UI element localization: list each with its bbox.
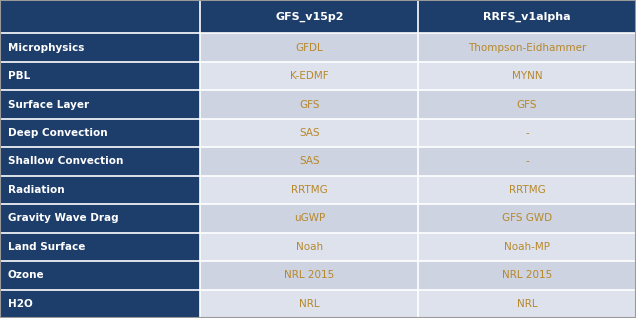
- Bar: [200, 204, 418, 232]
- Text: Radiation: Radiation: [8, 185, 64, 195]
- Bar: [0, 176, 200, 204]
- Bar: [200, 33, 418, 62]
- Text: Surface Layer: Surface Layer: [8, 100, 89, 109]
- Bar: [0, 119, 200, 147]
- Text: Microphysics: Microphysics: [8, 43, 84, 52]
- Text: Ozone: Ozone: [8, 270, 45, 280]
- Bar: [418, 119, 636, 147]
- Bar: [200, 62, 418, 90]
- Bar: [0, 232, 200, 261]
- Text: Noah: Noah: [296, 242, 323, 252]
- Text: PBL: PBL: [8, 71, 30, 81]
- Text: RRTMG: RRTMG: [509, 185, 546, 195]
- Bar: [418, 33, 636, 62]
- Bar: [200, 176, 418, 204]
- Bar: [0, 147, 200, 176]
- Bar: [418, 90, 636, 119]
- Text: NRL: NRL: [517, 299, 537, 309]
- Bar: [200, 147, 418, 176]
- Bar: [0, 33, 200, 62]
- Bar: [0, 62, 200, 90]
- Text: Noah-MP: Noah-MP: [504, 242, 550, 252]
- Text: -: -: [525, 156, 529, 166]
- Text: Deep Convection: Deep Convection: [8, 128, 107, 138]
- Bar: [418, 289, 636, 318]
- Bar: [0, 289, 200, 318]
- Text: RRTMG: RRTMG: [291, 185, 328, 195]
- Bar: [418, 261, 636, 289]
- Text: GFS: GFS: [517, 100, 537, 109]
- Bar: [418, 0, 636, 33]
- Text: Land Surface: Land Surface: [8, 242, 85, 252]
- Text: NRL 2015: NRL 2015: [284, 270, 335, 280]
- Text: NRL 2015: NRL 2015: [502, 270, 552, 280]
- Bar: [0, 0, 200, 33]
- Bar: [200, 261, 418, 289]
- Text: H2O: H2O: [8, 299, 32, 309]
- Bar: [0, 261, 200, 289]
- Text: SAS: SAS: [299, 128, 319, 138]
- Text: Thompson-Eidhammer: Thompson-Eidhammer: [468, 43, 586, 52]
- Bar: [418, 62, 636, 90]
- Text: SAS: SAS: [299, 156, 319, 166]
- Bar: [200, 119, 418, 147]
- Text: GFS_v15p2: GFS_v15p2: [275, 11, 343, 22]
- Text: GFS GWD: GFS GWD: [502, 213, 552, 223]
- Bar: [200, 0, 418, 33]
- Bar: [0, 204, 200, 232]
- Bar: [418, 147, 636, 176]
- Text: RRFS_v1alpha: RRFS_v1alpha: [483, 11, 571, 22]
- Bar: [200, 289, 418, 318]
- Bar: [0, 90, 200, 119]
- Text: -: -: [525, 128, 529, 138]
- Bar: [200, 90, 418, 119]
- Text: MYNN: MYNN: [512, 71, 543, 81]
- Text: GFS: GFS: [299, 100, 319, 109]
- Bar: [200, 232, 418, 261]
- Text: Gravity Wave Drag: Gravity Wave Drag: [8, 213, 118, 223]
- Text: Shallow Convection: Shallow Convection: [8, 156, 123, 166]
- Bar: [418, 232, 636, 261]
- Text: uGWP: uGWP: [294, 213, 325, 223]
- Bar: [418, 176, 636, 204]
- Text: K-EDMF: K-EDMF: [290, 71, 329, 81]
- Text: GFDL: GFDL: [295, 43, 323, 52]
- Text: NRL: NRL: [299, 299, 319, 309]
- Bar: [418, 204, 636, 232]
